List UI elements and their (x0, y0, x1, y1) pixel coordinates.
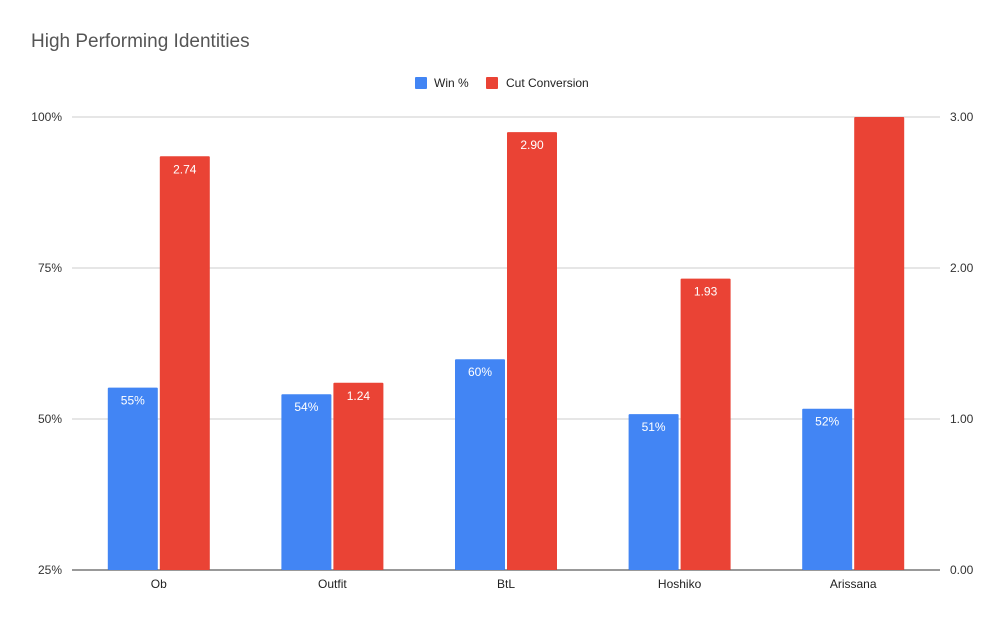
right-axis-tick-label: 3.00 (950, 110, 974, 124)
bar-win-percent (107, 387, 158, 570)
data-label-win-percent: 54% (294, 400, 318, 414)
bar-cut-conversion (680, 278, 731, 570)
left-axis-tick-label: 25% (38, 563, 62, 577)
category-label: BtL (497, 577, 515, 591)
bar-cut-conversion (507, 132, 557, 570)
chart-title: High Performing Identities (31, 31, 250, 52)
right-axis-tick-label: 0.00 (950, 563, 974, 577)
category-label: Hoshiko (658, 577, 702, 591)
bar-win-percent (455, 359, 505, 570)
left-axis-tick-label: 75% (38, 261, 62, 275)
data-label-cut-conversion: 1.93 (694, 285, 718, 299)
left-axis-tick-label: 50% (38, 412, 62, 426)
legend-label-cut-conversion: Cut Conversion (506, 76, 589, 90)
legend-label-win-percent: Win % (434, 76, 469, 90)
right-axis-tick-label: 1.00 (950, 412, 974, 426)
bar-cut-conversion (854, 117, 905, 570)
data-label-win-percent: 60% (468, 365, 492, 379)
bar-cut-conversion (159, 156, 210, 570)
category-label: Outfit (318, 577, 347, 591)
bar-win-percent (628, 414, 679, 570)
data-label-win-percent: 52% (815, 415, 839, 429)
category-label: Arissana (830, 577, 877, 591)
data-label-cut-conversion: 2.74 (173, 162, 197, 176)
legend-swatch-cut-conversion (486, 77, 498, 89)
right-axis-tick-label: 2.00 (950, 261, 974, 275)
data-label-cut-conversion: 1.24 (347, 389, 371, 403)
bar-cut-conversion (333, 382, 384, 570)
data-label-cut-conversion: 2.90 (520, 138, 544, 152)
legend-swatch-win-percent (415, 77, 427, 89)
bar-win-percent (281, 394, 332, 570)
left-axis-tick-label: 100% (31, 110, 62, 124)
category-label: Ob (151, 577, 167, 591)
data-label-win-percent: 51% (642, 420, 666, 434)
bar-win-percent (802, 408, 853, 570)
data-label-win-percent: 55% (121, 394, 145, 408)
